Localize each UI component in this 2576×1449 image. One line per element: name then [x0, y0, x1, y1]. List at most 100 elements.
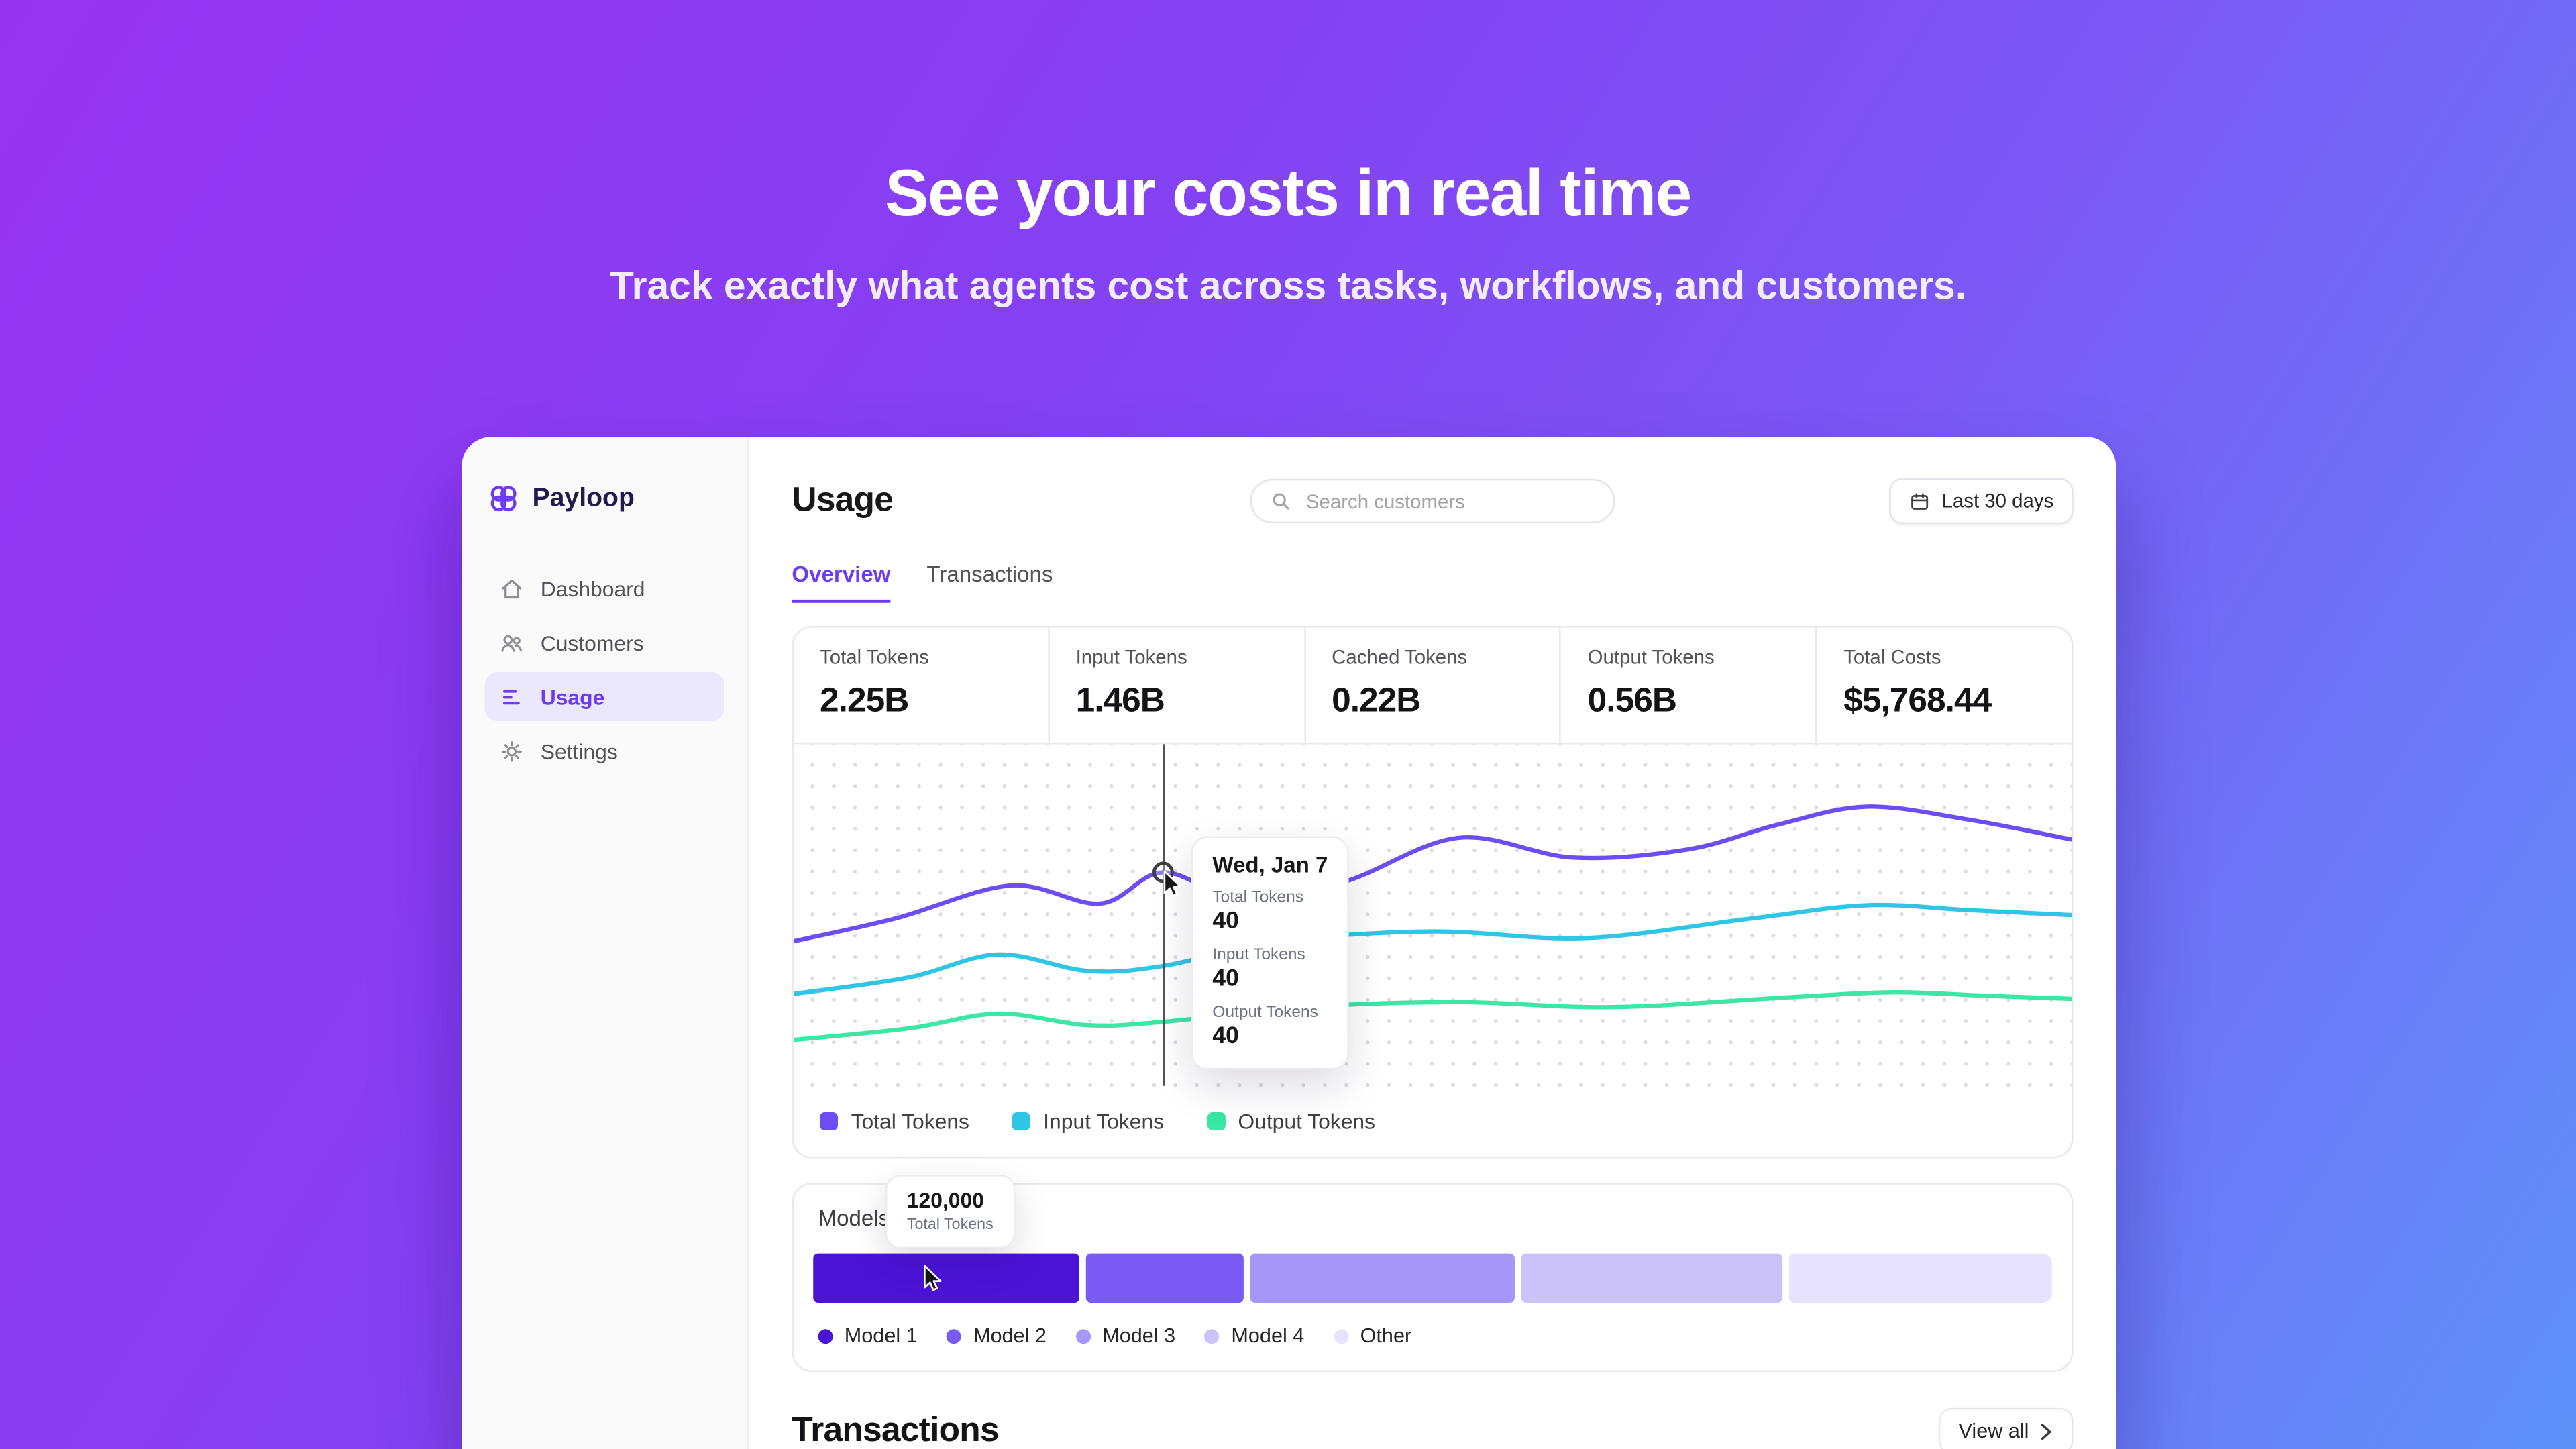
tooltip-row: Output Tokens 40 — [1212, 1004, 1328, 1050]
stats-row: Total Tokens 2.25B Input Tokens 1.46B Ca… — [793, 627, 2072, 745]
models-legend-dot — [1205, 1328, 1220, 1344]
stat-cell: Total Costs $5,768.44 — [1817, 628, 2072, 743]
brand: Payloop — [488, 483, 721, 515]
chart-bars-icon — [499, 684, 524, 709]
date-range-button[interactable]: Last 30 days — [1889, 478, 2074, 525]
chart-tooltip: Wed, Jan 7 Total Tokens 40 Input Tokens … — [1191, 836, 1350, 1070]
sidebar-item-usage[interactable]: Usage — [484, 672, 724, 722]
brand-name: Payloop — [532, 484, 635, 512]
models-tooltip: 120,000 Total Tokens — [885, 1175, 1015, 1249]
tooltip-row-value: 40 — [1212, 965, 1239, 993]
legend-item: Input Tokens — [1012, 1109, 1164, 1134]
date-range-label: Last 30 days — [1941, 489, 2054, 513]
model-bar-segment[interactable] — [1085, 1253, 1244, 1303]
models-legend-dot — [1076, 1328, 1091, 1344]
models-legend: Model 1 Model 2 Model 3 Model 4 — [818, 1324, 2052, 1347]
tooltip-row-value: 40 — [1212, 1023, 1239, 1050]
search-icon — [1270, 490, 1291, 512]
stat-value: 2.25B — [820, 682, 909, 720]
page-title: Usage — [792, 481, 894, 519]
main-content: Usage Last 30 days — [749, 437, 2116, 1449]
chart-lines — [793, 804, 2072, 1042]
stat-value: 1.46B — [1075, 682, 1165, 720]
stat-value: 0.56B — [1587, 682, 1677, 720]
stat-cell: Total Tokens 2.25B — [794, 627, 1050, 743]
models-tooltip-label: Total Tokens — [906, 1216, 994, 1234]
legend-label: Total Tokens — [851, 1109, 969, 1134]
hero-subtitle: Track exactly what agents cost across ta… — [609, 264, 1967, 309]
stat-value: 0.22B — [1332, 682, 1421, 720]
chart-legend: Total Tokens Input Tokens Output Tokens — [794, 1089, 2072, 1157]
models-legend-label: Model 2 — [973, 1324, 1046, 1348]
mouse-cursor-icon — [918, 1263, 947, 1295]
legend-item: Total Tokens — [820, 1109, 969, 1134]
models-legend-label: Model 4 — [1231, 1324, 1305, 1348]
tab-overview[interactable]: Overview — [792, 562, 891, 603]
search-box[interactable] — [1250, 478, 1615, 523]
stat-label: Cached Tokens — [1332, 645, 1468, 669]
models-stacked-bar — [813, 1253, 2052, 1303]
stat-label: Total Tokens — [820, 645, 929, 669]
models-legend-label: Model 3 — [1102, 1324, 1176, 1348]
tooltip-row-label: Output Tokens — [1212, 1004, 1318, 1022]
models-legend-item: Model 1 — [818, 1324, 918, 1347]
stat-cell: Input Tokens 1.46B — [1049, 627, 1305, 743]
model-bar-segment[interactable] — [1521, 1253, 1782, 1303]
sidebar-item-customers[interactable]: Customers — [484, 618, 724, 667]
model-bar-segment[interactable] — [813, 1253, 1079, 1303]
models-label: Models — [818, 1205, 890, 1231]
stat-label: Total Costs — [1843, 645, 1941, 669]
sidebar-item-dashboard[interactable]: Dashboard — [484, 564, 724, 612]
tab-transactions[interactable]: Transactions — [926, 561, 1053, 587]
stat-cell: Cached Tokens 0.22B — [1305, 627, 1562, 743]
sidebar: Payloop Dashboard — [462, 437, 749, 1449]
stat-value: $5,768.44 — [1843, 682, 1992, 720]
view-all-button[interactable]: View all — [1939, 1407, 2074, 1449]
usage-panel: Total Tokens 2.25B Input Tokens 1.46B Ca… — [792, 626, 2074, 1159]
transactions-title: Transactions — [792, 1411, 999, 1449]
models-tooltip-value: 120,000 — [906, 1187, 984, 1213]
legend-label: Input Tokens — [1043, 1109, 1165, 1134]
hero-title: See your costs in real time — [885, 158, 1692, 230]
stat-cell: Output Tokens 0.56B — [1561, 627, 1818, 743]
models-legend-item: Model 4 — [1205, 1324, 1304, 1347]
tooltip-row-value: 40 — [1212, 908, 1239, 935]
main-header: Usage Last 30 days — [792, 473, 2074, 529]
tooltip-rows: Total Tokens 40 Input Tokens 40 Output T… — [1212, 889, 1328, 1050]
home-icon — [499, 576, 524, 600]
view-all-label: View all — [1958, 1419, 2029, 1443]
sidebar-item-label: Usage — [540, 684, 605, 709]
model-bar-segment[interactable] — [1788, 1253, 2052, 1303]
models-legend-dot — [947, 1328, 962, 1344]
stat-label: Input Tokens — [1075, 645, 1187, 669]
sidebar-item-label: Customers — [540, 630, 644, 655]
tabs: Overview Transactions — [792, 562, 2073, 603]
models-legend-label: Other — [1360, 1324, 1412, 1348]
payloop-logo-icon — [488, 483, 519, 515]
legend-swatch — [820, 1112, 838, 1130]
models-legend-dot — [1334, 1328, 1349, 1344]
sidebar-nav: Dashboard Customers — [484, 564, 724, 775]
search-input[interactable] — [1303, 488, 1595, 515]
legend-item: Output Tokens — [1206, 1109, 1375, 1134]
tooltip-row-label: Total Tokens — [1212, 888, 1304, 907]
usage-line-chart[interactable]: Wed, Jan 7 Total Tokens 40 Input Tokens … — [793, 744, 2072, 1089]
chart-crosshair — [1163, 744, 1165, 1086]
models-panel: Models 120,000 Total Tokens — [792, 1175, 2074, 1372]
chevron-right-icon — [2039, 1422, 2053, 1440]
hero: See your costs in real time Track exactl… — [0, 158, 2576, 311]
models-legend-item: Model 2 — [947, 1324, 1046, 1347]
models-legend-item: Model 3 — [1076, 1324, 1175, 1347]
models-legend-label: Model 1 — [844, 1324, 918, 1348]
sidebar-item-settings[interactable]: Settings — [484, 726, 724, 775]
tooltip-row: Input Tokens 40 — [1212, 947, 1328, 993]
users-icon — [499, 630, 524, 655]
mouse-cursor-icon — [1158, 869, 1186, 901]
models-legend-item: Other — [1334, 1324, 1411, 1347]
model-bar-segment[interactable] — [1250, 1253, 1515, 1303]
tooltip-row: Total Tokens 40 — [1212, 889, 1328, 935]
calendar-icon — [1909, 490, 1931, 512]
stat-label: Output Tokens — [1587, 645, 1715, 669]
sidebar-item-label: Settings — [540, 738, 618, 763]
app-window: Payloop Dashboard — [462, 437, 2116, 1449]
